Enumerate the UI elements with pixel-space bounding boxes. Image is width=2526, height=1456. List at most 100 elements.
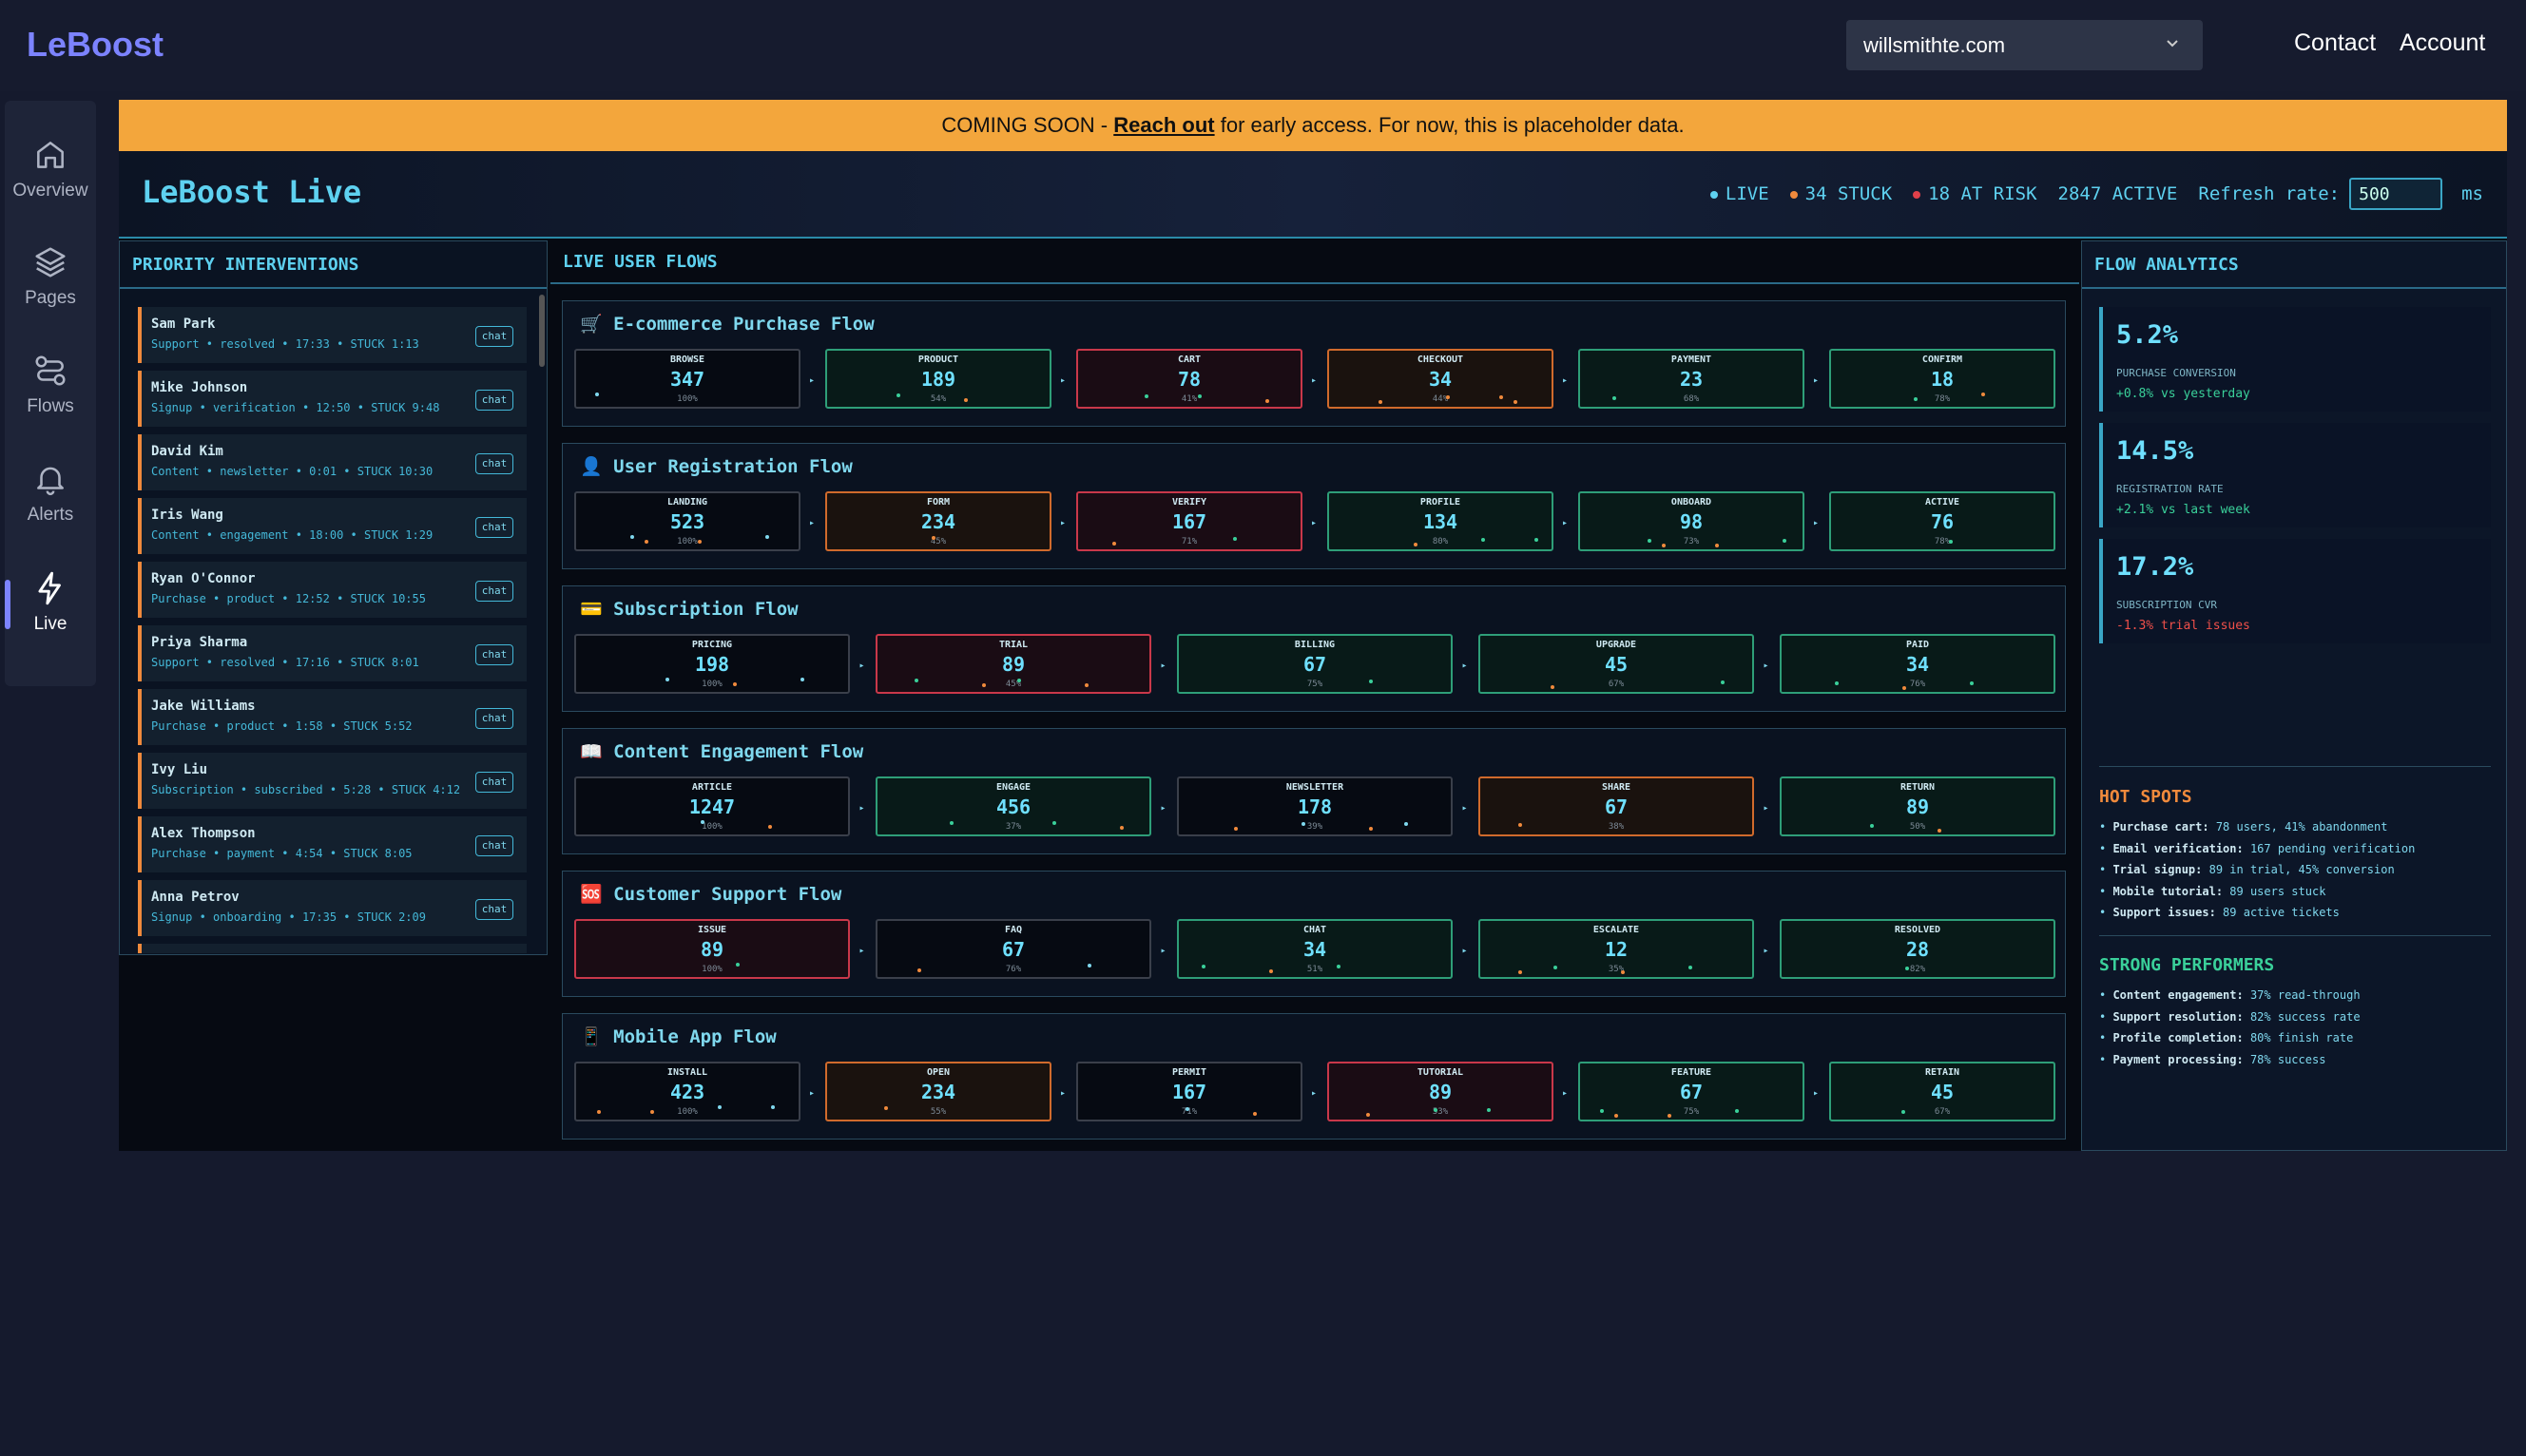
flow-stage[interactable]: UPGRADE 45 67% [1478, 634, 1754, 694]
flow-stage[interactable]: SHARE 67 38% [1478, 776, 1754, 836]
account-link[interactable]: Account [2400, 29, 2486, 56]
flow-stage[interactable]: BILLING 67 75% [1177, 634, 1453, 694]
stage-count: 34 [1428, 368, 1453, 391]
flow-stage[interactable]: ONBOARD 98 73% [1578, 491, 1804, 551]
live-user-dot [884, 1106, 888, 1110]
user-status: Subscription • subscribed • 5:28 • STUCK… [151, 783, 461, 796]
live-user-dot [950, 821, 954, 825]
flow-stage[interactable]: ENGAGE 456 37% [876, 776, 1151, 836]
flow-stage[interactable]: ARTICLE 1247 100% [574, 776, 850, 836]
intervention-item[interactable]: Mike Johnson Signup • verification • 12:5… [138, 371, 527, 427]
stage-rate: 51% [1306, 965, 1323, 974]
flow-stage[interactable]: BROWSE 347 100% [574, 349, 800, 409]
arrow-right-icon: ▸ [858, 946, 865, 956]
live-user-dot [1366, 1113, 1370, 1117]
flow-stage[interactable]: CART 78 41% [1076, 349, 1302, 409]
intervention-item[interactable]: Alex Thompson Purchase • payment • 4:54 •… [138, 816, 527, 872]
stage-count: 89 [1428, 1081, 1453, 1103]
stage-count: 198 [694, 653, 730, 676]
flow-icon: 👤 [580, 456, 603, 477]
chat-button[interactable]: chat [475, 772, 513, 793]
contact-link[interactable]: Contact [2294, 29, 2377, 56]
refresh-rate-input[interactable] [2349, 178, 2443, 210]
stage-rate: 78% [1934, 394, 1951, 404]
flow-stage[interactable]: FORM 234 45% [825, 491, 1051, 551]
intervention-item[interactable]: David Kim Content • newsletter • 0:01 • S… [138, 434, 527, 490]
stage-name: VERIFY [1171, 497, 1207, 508]
flow-stage[interactable]: ESCALATE 12 35% [1478, 919, 1754, 979]
scrollbar[interactable] [539, 295, 545, 367]
flow-stage[interactable]: CONFIRM 18 78% [1829, 349, 2055, 409]
flow-title-text: Subscription Flow [613, 599, 799, 620]
nav-item-live[interactable]: Live [5, 570, 96, 665]
flow-stage[interactable]: CHECKOUT 34 44% [1327, 349, 1553, 409]
reach-out-link[interactable]: Reach out [1113, 113, 1215, 137]
arrow-right-icon: ▸ [1060, 375, 1067, 386]
stage-rate: 54% [930, 394, 947, 404]
flow-stage[interactable]: PRODUCT 189 54% [825, 349, 1051, 409]
flow-stage[interactable]: PROFILE 134 80% [1327, 491, 1553, 551]
flow-stage[interactable]: PAID 34 76% [1780, 634, 2055, 694]
chat-button[interactable]: chat [475, 326, 513, 347]
chat-button[interactable]: chat [475, 581, 513, 602]
chat-button[interactable]: chat [475, 517, 513, 538]
site-selector[interactable]: willsmithte.com [1846, 20, 2203, 70]
stage-count: 67 [1604, 795, 1629, 818]
flow-stage[interactable]: RETAIN 45 67% [1829, 1062, 2055, 1121]
intervention-item[interactable]: Iris Wang Content • engagement • 18:00 • … [138, 498, 527, 554]
stage-name: PROFILE [1419, 497, 1461, 508]
arrow-right-icon: ▸ [1160, 803, 1167, 814]
stage-name: RETURN [1899, 782, 1936, 793]
live-user-dot [932, 536, 935, 540]
intervention-item[interactable]: Ivy Liu Subscription • subscribed • 5:28 … [138, 753, 527, 809]
flow-stage[interactable]: LANDING 523 100% [574, 491, 800, 551]
nav-item-overview[interactable]: Overview [5, 137, 96, 232]
flow-stage[interactable]: RETURN 89 50% [1780, 776, 2055, 836]
flow-stage[interactable]: VERIFY 167 71% [1076, 491, 1302, 551]
intervention-item[interactable]: Priya Sharma Support • resolved • 17:16 •… [138, 625, 527, 681]
chat-button[interactable]: chat [475, 390, 513, 411]
flow-stage[interactable]: INSTALL 423 100% [574, 1062, 800, 1121]
flow-icon: 📱 [580, 1026, 603, 1047]
flow-stage[interactable]: ISSUE 89 100% [574, 919, 850, 979]
flow-stage[interactable]: NEWSLETTER 178 39% [1177, 776, 1453, 836]
chat-button[interactable]: chat [475, 708, 513, 729]
nav-item-pages[interactable]: Pages [5, 244, 96, 339]
live-user-dot [733, 682, 737, 686]
bell-icon [37, 467, 64, 496]
chat-button[interactable]: chat [475, 835, 513, 856]
stage-count: 167 [1171, 510, 1207, 533]
intervention-item[interactable]: Jake Williams Purchase • product • 1:58 •… [138, 689, 527, 745]
flow-title-text: User Registration Flow [613, 456, 853, 477]
nav-item-alerts[interactable]: Alerts [5, 461, 96, 556]
nav-label: Live [33, 614, 67, 634]
arrow-right-icon: ▸ [1763, 946, 1769, 956]
flow-stage[interactable]: ACTIVE 76 78% [1829, 491, 2055, 551]
chat-button[interactable]: chat [475, 644, 513, 665]
live-user-dot [1414, 543, 1417, 546]
bullet-key: Payment processing: [2112, 1052, 2244, 1066]
live-user-dot [1551, 685, 1554, 689]
chat-button[interactable]: chat [475, 453, 513, 474]
flow-stage[interactable]: PERMIT 167 71% [1076, 1062, 1302, 1121]
flow-stage[interactable]: FAQ 67 76% [876, 919, 1151, 979]
flow-stage[interactable]: FEATURE 67 75% [1578, 1062, 1804, 1121]
flow-stage[interactable]: TUTORIAL 89 53% [1327, 1062, 1553, 1121]
flow-stage[interactable]: CHAT 34 51% [1177, 919, 1453, 979]
intervention-item[interactable]: Sam Park Support • resolved • 17:33 • STU… [138, 307, 527, 363]
intervention-item[interactable]: Anna Petrov Signup • onboarding • 17:35 •… [138, 880, 527, 936]
arrow-right-icon: ▸ [1562, 375, 1569, 386]
logo[interactable]: LeBoost [27, 25, 164, 64]
flow-stage[interactable]: RESOLVED 28 82% [1780, 919, 2055, 979]
chat-button[interactable]: chat [475, 899, 513, 920]
stage-name: PERMIT [1171, 1067, 1207, 1078]
flow-stage[interactable]: TRIAL 89 45% [876, 634, 1151, 694]
arrow-right-icon: ▸ [1461, 803, 1468, 814]
flow-stage[interactable]: OPEN 234 55% [825, 1062, 1051, 1121]
nav-item-flows[interactable]: Flows [5, 353, 96, 448]
flow-stage[interactable]: PRICING 198 100% [574, 634, 850, 694]
user-status: Support • resolved • 17:16 • STUCK 8:01 [151, 656, 419, 669]
intervention-item[interactable]: Ryan O'Connor Purchase • product • 12:52 … [138, 562, 527, 618]
flow-stage[interactable]: PAYMENT 23 68% [1578, 349, 1804, 409]
live-user-dot [1905, 967, 1909, 970]
